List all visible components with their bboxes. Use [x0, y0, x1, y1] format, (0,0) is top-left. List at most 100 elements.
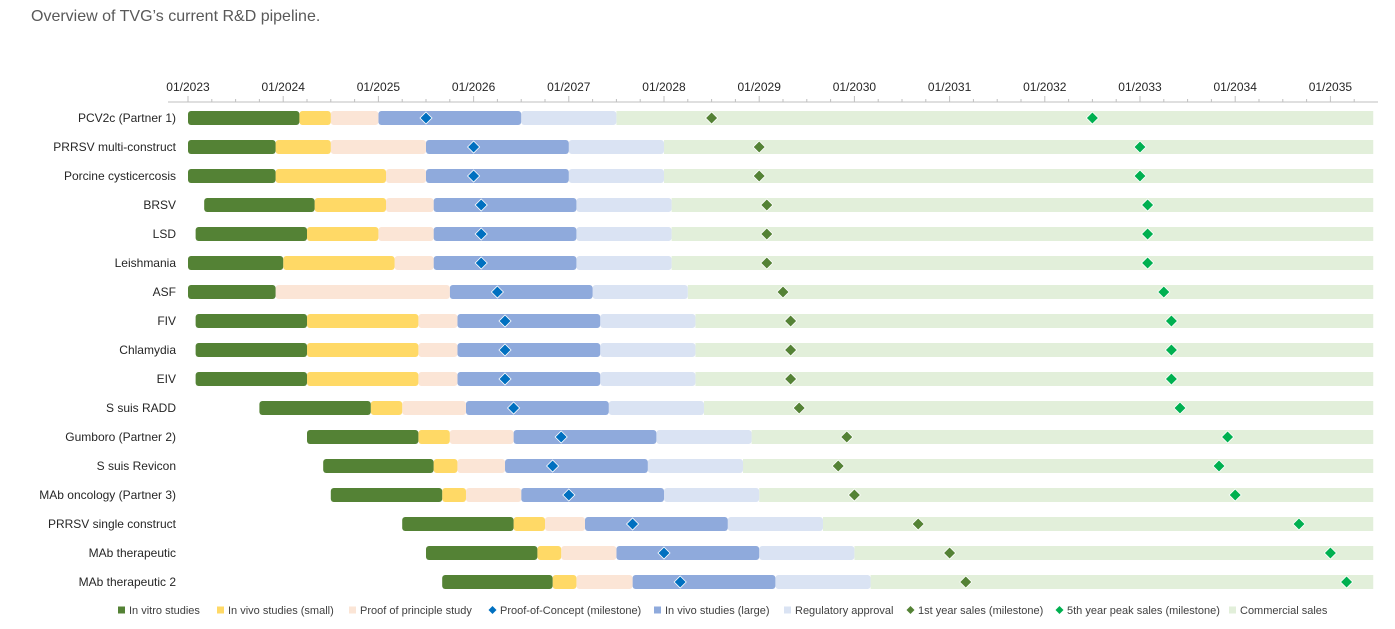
bar-commercial	[695, 343, 1374, 357]
marker-poc	[474, 198, 488, 212]
bar-reg	[656, 430, 752, 444]
bar-vitro	[188, 169, 276, 183]
bar-vivo_large	[513, 430, 657, 444]
bar-vivo_small	[370, 401, 403, 415]
bar-vitro	[204, 198, 315, 212]
bar-pop	[275, 285, 450, 299]
project-label: LSD	[153, 227, 177, 241]
project-label: Leishmania	[115, 256, 177, 270]
bar-vivo_large	[449, 285, 593, 299]
x-tick-label: 01/2032	[1023, 80, 1067, 94]
marker-poc	[467, 140, 481, 154]
bar-vitro	[402, 517, 514, 531]
marker-sales5	[1133, 169, 1147, 183]
bar-vivo_small	[307, 372, 419, 386]
bar-reg	[568, 140, 664, 154]
bar-vivo_large	[457, 314, 601, 328]
x-tick-label: 01/2030	[833, 80, 877, 94]
bar-commercial	[687, 285, 1374, 299]
project-row: S suis RADD	[106, 401, 1374, 415]
marker-sales1	[847, 488, 861, 502]
legend-label: In vivo studies (small)	[228, 605, 334, 617]
marker-sales1	[784, 343, 798, 357]
bar-vitro	[307, 430, 419, 444]
bar-pop	[418, 343, 458, 357]
bar-vivo_large	[378, 111, 522, 125]
bar-pop	[418, 372, 458, 386]
x-tick-label: 01/2035	[1309, 80, 1353, 94]
marker-sales1	[943, 546, 957, 560]
legend: In vitro studies In vivo studies (small) P…	[118, 605, 1328, 617]
bar-pop	[418, 314, 458, 328]
x-tick-label: 01/2033	[1118, 80, 1162, 94]
bar-commercial	[822, 517, 1374, 531]
marker-sales5	[1164, 314, 1178, 328]
project-row: PRRSV multi-construct	[53, 140, 1374, 154]
bar-reg	[576, 227, 672, 241]
bar-reg	[600, 372, 696, 386]
bar-vivo_large	[433, 256, 577, 270]
bar-vivo_large	[505, 459, 648, 473]
project-label: PRRSV multi-construct	[53, 140, 176, 154]
bar-vitro	[188, 140, 276, 154]
bar-pop	[545, 517, 585, 531]
marker-sales5	[1164, 372, 1178, 386]
bar-reg	[759, 546, 855, 560]
bar-pop	[457, 459, 506, 473]
bar-vitro	[442, 575, 553, 589]
legend-label: Regulatory approval	[795, 605, 893, 617]
marker-sales5	[1340, 575, 1354, 589]
legend-swatch	[906, 606, 915, 614]
marker-sales5	[1292, 517, 1306, 531]
marker-sales1	[752, 169, 766, 183]
marker-poc	[474, 227, 488, 241]
marker-sales1	[784, 372, 798, 386]
project-row: Chlamydia	[119, 343, 1374, 357]
legend-item-vitro: In vitro studies	[118, 605, 200, 617]
marker-sales1	[776, 285, 790, 299]
marker-sales5	[1141, 256, 1155, 270]
bar-reg	[600, 343, 696, 357]
marker-poc	[474, 256, 488, 270]
legend-item-sales1: 1st year sales (milestone)	[906, 605, 1043, 617]
project-row: FIV	[157, 314, 1374, 328]
project-row: MAb oncology (Partner 3)	[39, 488, 1374, 502]
bar-vivo_small	[433, 459, 458, 473]
bar-vivo_large	[457, 343, 601, 357]
bar-pop	[386, 198, 434, 212]
legend-item-commercial: Commercial sales	[1229, 605, 1328, 617]
marker-sales5	[1141, 198, 1155, 212]
legend-swatch	[1229, 606, 1236, 614]
project-label: BRSV	[143, 198, 176, 212]
legend-item-vivo_large: In vivo studies (large)	[654, 605, 770, 617]
bar-vivo_large	[616, 546, 760, 560]
bar-commercial	[671, 198, 1374, 212]
x-tick-label: 01/2029	[738, 80, 782, 94]
bar-vivo_large	[433, 198, 577, 212]
x-tick-label: 01/2025	[357, 80, 401, 94]
project-row: ASF	[153, 285, 1374, 299]
legend-label: Proof-of-Concept (milestone)	[500, 605, 641, 617]
marker-poc	[498, 343, 512, 357]
bar-vivo_small	[537, 546, 562, 560]
bar-reg	[521, 111, 617, 125]
marker-poc	[657, 546, 671, 560]
bar-pop	[330, 111, 379, 125]
project-label: PRRSV single construct	[48, 517, 177, 531]
bar-reg	[727, 517, 823, 531]
bar-vitro	[188, 285, 276, 299]
marker-sales5	[1212, 459, 1226, 473]
project-row: MAb therapeutic 2	[79, 575, 1374, 589]
project-row: Gumboro (Partner 2)	[65, 430, 1374, 444]
bar-pop	[449, 430, 514, 444]
marker-poc	[554, 430, 568, 444]
bar-vivo_small	[299, 111, 331, 125]
legend-item-sales5: 5th year peak sales (milestone)	[1055, 605, 1220, 617]
legend-swatch	[488, 606, 497, 614]
bar-vitro	[323, 459, 434, 473]
marker-poc	[562, 488, 576, 502]
bar-vitro	[195, 372, 307, 386]
project-label: PCV2c (Partner 1)	[78, 111, 176, 125]
project-row: Leishmania	[115, 256, 1374, 270]
bar-vivo_small	[314, 198, 387, 212]
